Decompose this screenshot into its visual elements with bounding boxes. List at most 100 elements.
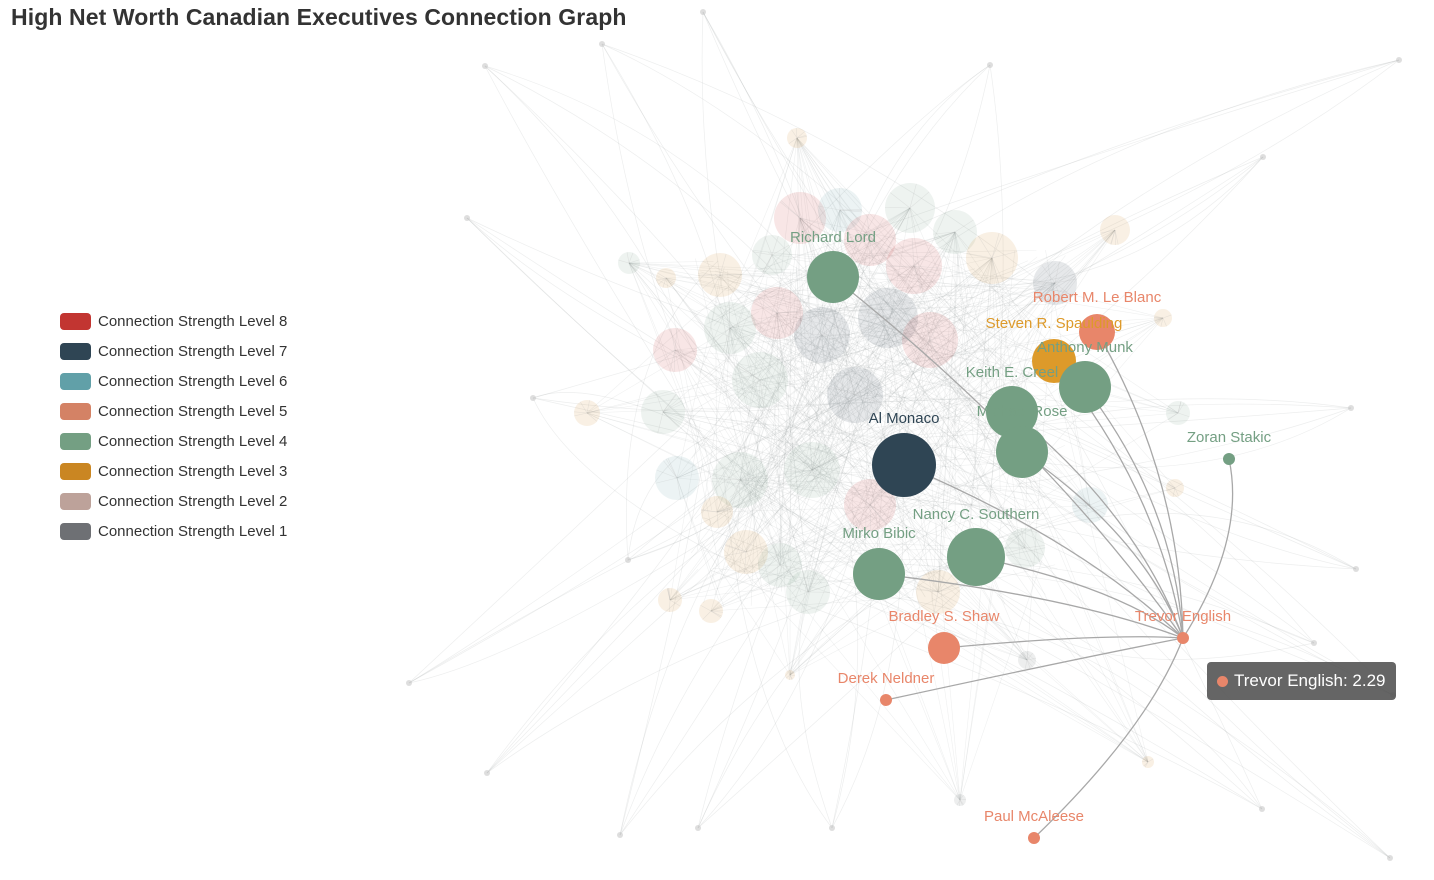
graph-edge	[715, 137, 798, 394]
graph-edge	[839, 209, 1007, 362]
graph-edge	[776, 312, 965, 479]
graph-edge	[729, 327, 762, 587]
graph-edge	[676, 477, 725, 607]
graph-edge	[786, 257, 993, 421]
graph-edge	[729, 327, 998, 517]
graph-edge	[776, 310, 803, 314]
graph-edge	[466, 217, 873, 443]
graph-edge	[734, 254, 773, 348]
graph-edge	[776, 312, 809, 583]
graph-edge	[1114, 229, 1119, 245]
graph-edge	[628, 262, 1058, 473]
graph-edge	[669, 599, 671, 612]
graph-edge	[860, 317, 889, 331]
graph-edge	[789, 548, 932, 676]
graph-node	[1166, 479, 1184, 497]
graph-node	[858, 288, 918, 348]
graph-edge	[948, 231, 956, 254]
legend-item[interactable]: Connection Strength Level 2	[60, 486, 287, 516]
graph-edge	[698, 273, 721, 276]
graph-edge	[798, 535, 837, 829]
graph-node	[732, 352, 788, 408]
graph-edge	[863, 229, 1116, 450]
graph-edge	[796, 131, 805, 139]
graph-edge	[484, 65, 701, 368]
graph-node	[655, 456, 699, 500]
graph-edge	[820, 317, 889, 359]
graph-edge	[628, 262, 822, 584]
legend-item[interactable]: Connection Strength Level 5	[60, 396, 287, 426]
graph-edge	[702, 274, 721, 289]
graph-edge	[929, 339, 955, 355]
graph-edge	[940, 156, 1264, 288]
graph-edge	[789, 434, 1046, 676]
legend-item[interactable]: Connection Strength Level 6	[60, 366, 287, 396]
graph-edge	[1026, 652, 1034, 661]
legend-item[interactable]: Connection Strength Level 7	[60, 336, 287, 366]
graph-edge	[729, 301, 926, 329]
graph-edge	[929, 331, 957, 341]
graph-edge	[966, 252, 993, 259]
graph-edge	[721, 469, 813, 579]
graph-edge	[811, 380, 993, 471]
graph-edge	[676, 477, 1026, 511]
graph-node	[1353, 566, 1359, 572]
legend-item[interactable]: Connection Strength Level 8	[60, 306, 287, 336]
graph-edge	[913, 265, 1021, 385]
graph-edge	[662, 349, 738, 413]
graph-edge	[673, 349, 676, 372]
graph-edge	[676, 393, 861, 479]
graph-edge	[779, 201, 801, 219]
graph-edge	[916, 585, 939, 593]
graph-edge	[989, 64, 1004, 502]
graph-edge	[787, 583, 809, 593]
graph-node-highlighted	[1059, 361, 1111, 413]
graph-edge	[676, 267, 725, 479]
graph-edge	[956, 799, 961, 806]
graph-node	[794, 307, 850, 363]
node-label: Paul McAleese	[984, 808, 1084, 825]
node-label: Mirko Bibic	[842, 525, 916, 542]
graph-edge	[724, 551, 747, 556]
graph-edge	[739, 288, 1020, 481]
node-label: Robert M. Le Blanc	[1033, 289, 1162, 306]
graph-edge	[799, 217, 1065, 370]
graph-edge	[466, 217, 882, 586]
graph-edge	[942, 250, 1149, 763]
graph-edge	[628, 262, 876, 565]
graph-edge	[859, 308, 889, 319]
graph-edge	[729, 327, 924, 406]
graph-edge	[796, 137, 1035, 510]
graph-edge	[776, 312, 803, 535]
graph-edge	[838, 257, 993, 548]
graph-edge	[757, 295, 778, 314]
graph-edge	[662, 411, 680, 428]
graph-edge	[729, 327, 1025, 508]
graph-edge	[667, 457, 678, 479]
graph-edge	[776, 306, 946, 314]
legend-item[interactable]: Connection Strength Level 3	[60, 456, 287, 486]
graph-edge	[628, 259, 640, 264]
graph-edge	[937, 289, 968, 593]
graph-edge	[655, 477, 678, 484]
graph-edge	[774, 591, 809, 605]
graph-edge	[869, 239, 874, 266]
legend-item[interactable]: Connection Strength Level 4	[60, 426, 287, 456]
graph-edge	[868, 334, 1179, 414]
node-tooltip: Trevor English: 2.29	[1207, 662, 1396, 700]
graph-edge	[722, 327, 731, 354]
graph-edge	[1177, 401, 1182, 414]
graph-edge	[689, 334, 823, 413]
graph-edge	[1177, 402, 1185, 414]
graph-edge	[788, 137, 798, 144]
graph-edge	[869, 239, 891, 257]
graph-edge	[789, 671, 795, 676]
graph-edge	[690, 363, 1149, 763]
graph-node	[712, 452, 768, 508]
graph-edge	[627, 517, 711, 561]
graph-edge	[729, 327, 982, 560]
legend-item[interactable]: Connection Strength Level 1	[60, 516, 287, 546]
graph-node-highlighted	[947, 528, 1005, 586]
graph-edge	[776, 288, 787, 314]
